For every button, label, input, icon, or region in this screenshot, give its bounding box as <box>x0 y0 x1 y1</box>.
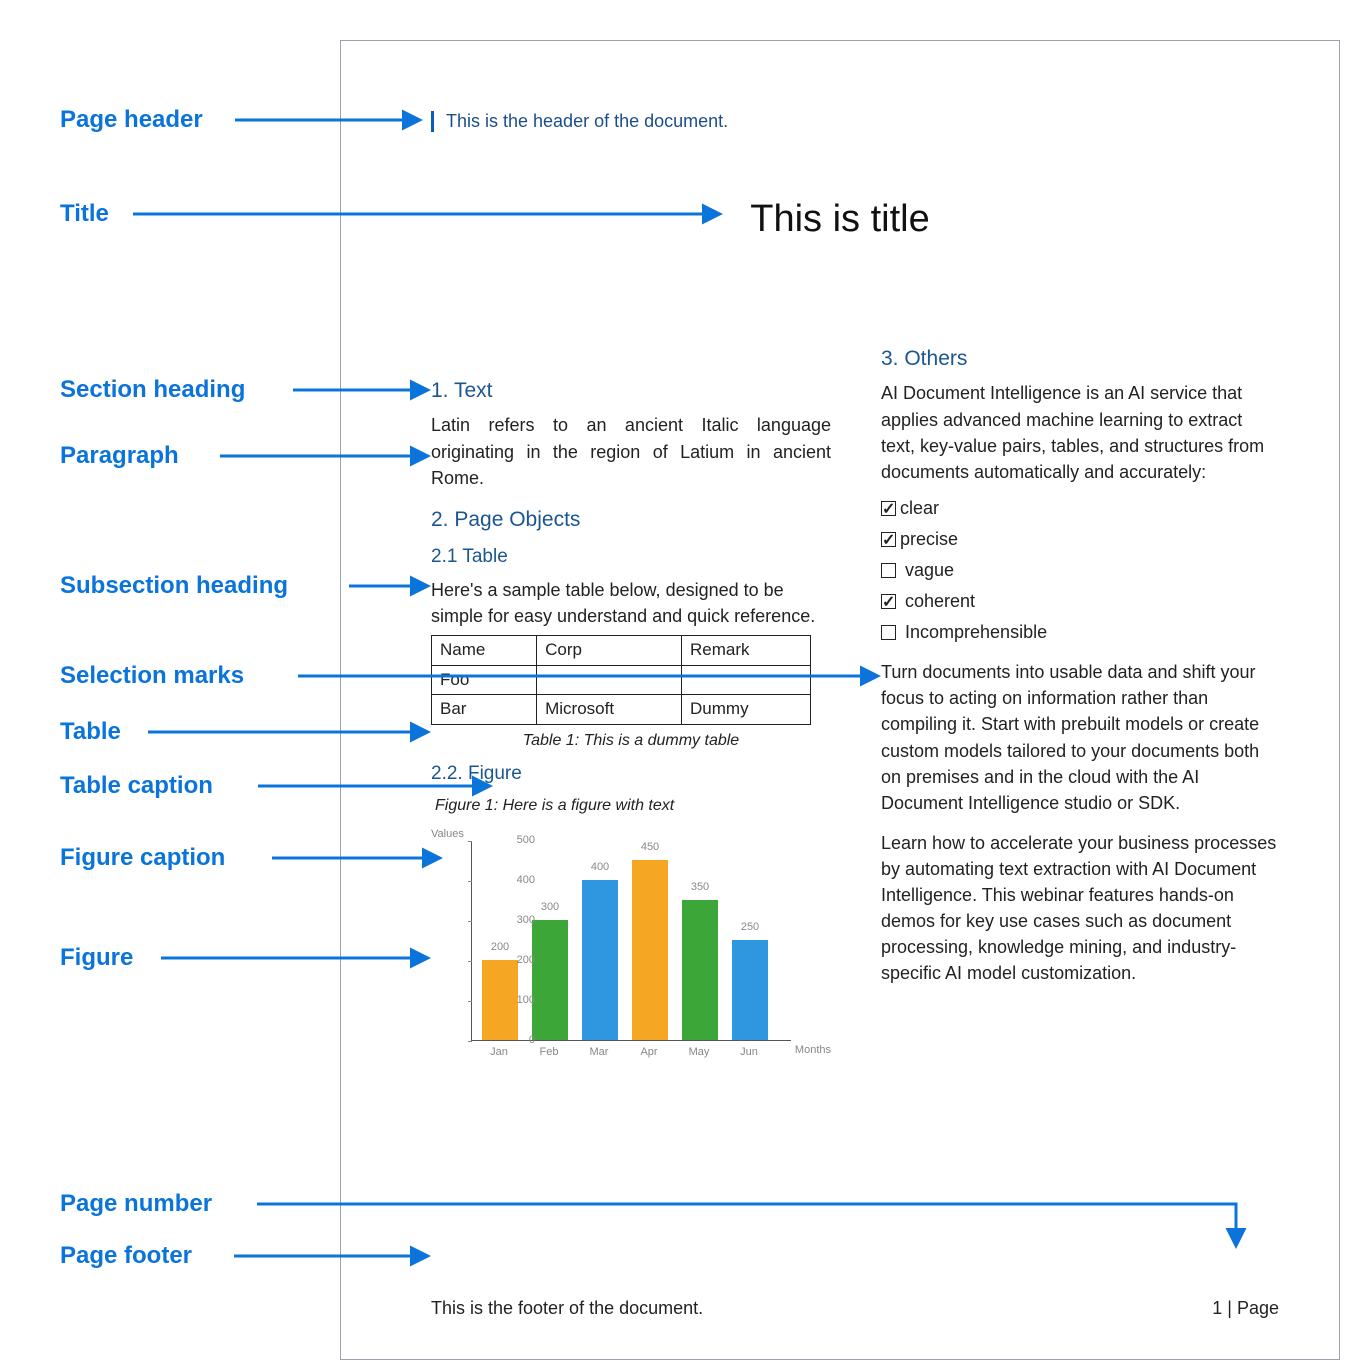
bar-chart: Values 200300400450350250 Months 0100200… <box>431 827 821 1067</box>
section-heading-3: 3. Others <box>881 344 1281 374</box>
chart-bar <box>732 940 768 1040</box>
chart-x-category: Feb <box>540 1045 559 1061</box>
document-page: This is the header of the document. This… <box>340 40 1340 1360</box>
callout-label-figure: Figure <box>60 944 133 972</box>
subsection-heading-22: 2.2. Figure <box>431 760 831 788</box>
table-cell: Bar <box>432 695 537 725</box>
selection-mark-label: coherent <box>900 591 975 611</box>
chart-bar <box>682 900 718 1040</box>
checkbox-unchecked-icon <box>881 563 896 578</box>
callout-label-page-footer: Page footer <box>60 1242 192 1270</box>
callout-label-selection: Selection marks <box>60 662 244 690</box>
callout-label-section: Section heading <box>60 376 245 404</box>
callout-label-paragraph: Paragraph <box>60 442 179 470</box>
chart-y-tick: 100 <box>517 993 535 1009</box>
table-cell: Microsoft <box>537 695 682 725</box>
callout-label-figure-caption: Figure caption <box>60 844 225 872</box>
table-cell: Dummy <box>682 695 811 725</box>
chart-y-tick: 300 <box>517 913 535 929</box>
checkbox-unchecked-icon <box>881 625 896 640</box>
checkbox-checked-icon <box>881 501 896 516</box>
callout-label-page-header: Page header <box>60 106 203 134</box>
table-header-cell: Remark <box>682 635 811 665</box>
chart-x-category: Mar <box>590 1045 609 1061</box>
subsection-heading-21: 2.1 Table <box>431 543 831 571</box>
table-cell <box>537 665 682 695</box>
left-column: 1. Text Latin refers to an ancient Itali… <box>431 376 831 1067</box>
checkbox-checked-icon <box>881 532 896 547</box>
chart-bar <box>532 920 568 1040</box>
selection-mark-label: precise <box>900 529 958 549</box>
chart-x-category: Jun <box>740 1045 758 1061</box>
chart-y-title: Values <box>431 827 464 843</box>
diagram-canvas: Page header Title Section heading Paragraph… <box>0 0 1352 1362</box>
selection-mark-item: Incomprehensible <box>881 619 1281 645</box>
checkbox-checked-icon <box>881 594 896 609</box>
chart-y-tick: 0 <box>529 1033 535 1049</box>
chart-bar <box>582 880 618 1040</box>
selection-mark-item: precise <box>881 526 1281 552</box>
chart-bar-value: 200 <box>491 940 509 956</box>
selection-mark-label: clear <box>900 498 939 518</box>
section-heading-2: 2. Page Objects <box>431 505 831 535</box>
figure-caption: Figure 1: Here is a figure with text <box>435 794 831 817</box>
paragraph-3-body2: Learn how to accelerate your business pr… <box>881 830 1281 987</box>
selection-mark-item: coherent <box>881 588 1281 614</box>
chart-y-tick: 500 <box>517 833 535 849</box>
table-cell: Foo <box>432 665 537 695</box>
section-heading-1: 1. Text <box>431 376 831 406</box>
table-cell <box>682 665 811 695</box>
selection-mark-item: clear <box>881 495 1281 521</box>
paragraph-3-intro: AI Document Intelligence is an AI servic… <box>881 380 1281 484</box>
selection-mark-item: vague <box>881 557 1281 583</box>
chart-bar-value: 350 <box>691 880 709 896</box>
chart-x-category: May <box>689 1045 710 1061</box>
table-header-cell: Name <box>432 635 537 665</box>
chart-x-title: Months <box>795 1043 831 1059</box>
paragraph-21: Here's a sample table below, designed to… <box>431 577 831 629</box>
page-number-text: 1 | Page <box>1212 1298 1279 1319</box>
chart-bar-value: 250 <box>741 920 759 936</box>
chart-bar-value: 300 <box>541 900 559 916</box>
chart-y-tick: 200 <box>517 953 535 969</box>
callout-label-table-caption: Table caption <box>60 772 213 800</box>
document-title: This is title <box>341 198 1339 241</box>
page-header-text: This is the header of the document. <box>431 111 728 132</box>
callout-label-page-number: Page number <box>60 1190 212 1218</box>
chart-bar-value: 400 <box>591 860 609 876</box>
paragraph-3-body1: Turn documents into usable data and shif… <box>881 659 1281 816</box>
chart-bar <box>482 960 518 1040</box>
selection-mark-label: vague <box>900 560 954 580</box>
chart-x-category: Jan <box>490 1045 508 1061</box>
right-column: 3. Others AI Document Intelligence is an… <box>881 344 1281 986</box>
table-caption: Table 1: This is a dummy table <box>431 729 831 752</box>
chart-x-category: Apr <box>640 1045 657 1061</box>
table-header-cell: Corp <box>537 635 682 665</box>
paragraph-1: Latin refers to an ancient Italic langua… <box>431 412 831 490</box>
sample-table: Name Corp Remark Foo Bar Microsoft Dummy <box>431 635 811 725</box>
chart-y-tick: 400 <box>517 873 535 889</box>
callout-label-subsection: Subsection heading <box>60 572 288 600</box>
selection-mark-label: Incomprehensible <box>900 622 1047 642</box>
chart-bar <box>632 860 668 1040</box>
callout-label-title: Title <box>60 200 109 228</box>
chart-bar-value: 450 <box>641 840 659 856</box>
page-footer-text: This is the footer of the document. <box>431 1298 703 1319</box>
callout-label-table: Table <box>60 718 121 746</box>
